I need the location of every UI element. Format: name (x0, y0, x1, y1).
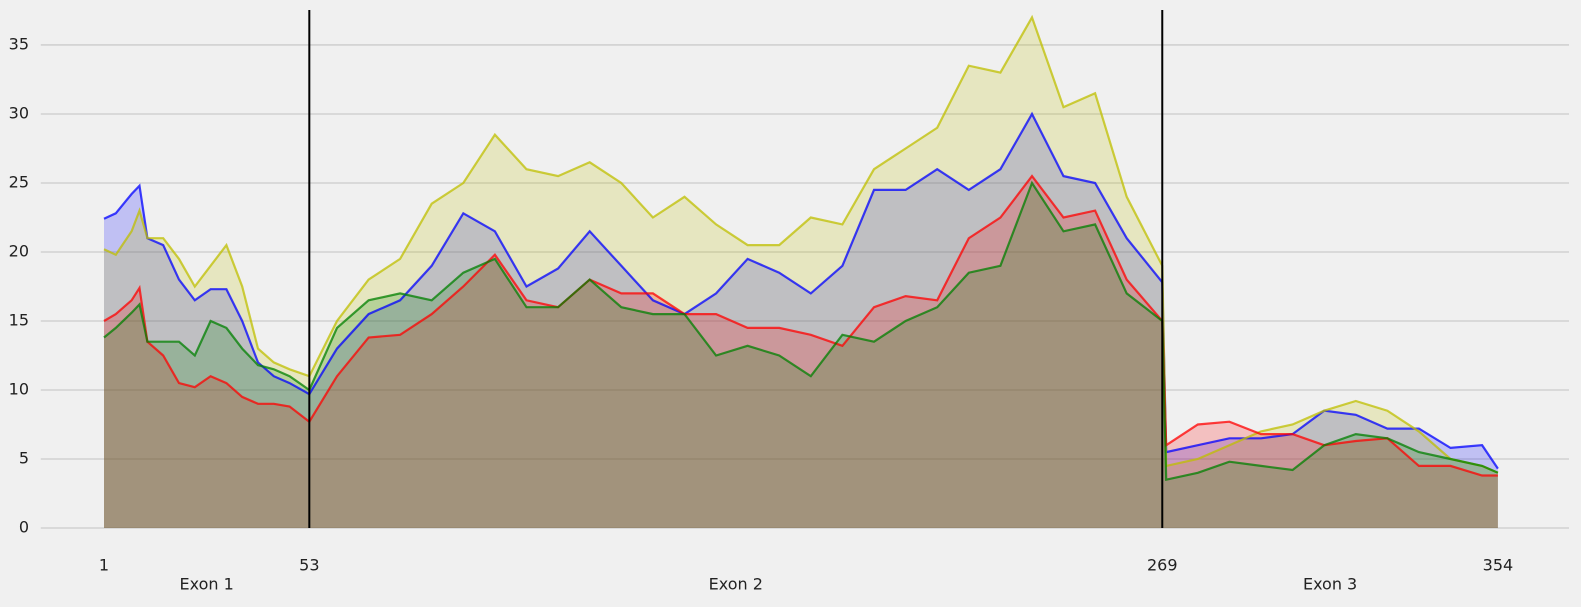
y-tick-label: 35 (9, 34, 29, 53)
y-tick-label: 0 (19, 517, 29, 536)
y-tick-label: 10 (9, 379, 29, 398)
y-tick-label: 25 (9, 172, 29, 191)
area-line (103, 111, 1499, 470)
region-label: Exon 1 (180, 575, 234, 594)
area-line (103, 174, 1498, 477)
area-fill (104, 183, 1498, 528)
area-fill (104, 114, 1498, 528)
y-tick-label: 5 (19, 448, 29, 467)
area-fill (104, 176, 1498, 528)
region-label: Exon 3 (1303, 575, 1357, 594)
area-line (103, 14, 1499, 474)
x-tick-label: 354 (1483, 556, 1514, 575)
x-tick-label: 1 (99, 556, 109, 575)
x-tick-label: 269 (1147, 556, 1178, 575)
y-tick-label: 15 (9, 310, 29, 329)
area-line (103, 180, 1499, 482)
region-label: Exon 2 (709, 575, 763, 594)
x-tick-label: 53 (299, 556, 319, 575)
y-tick-label: 30 (9, 103, 29, 122)
y-tick-label: 20 (9, 241, 29, 260)
area-fill (104, 17, 1498, 528)
